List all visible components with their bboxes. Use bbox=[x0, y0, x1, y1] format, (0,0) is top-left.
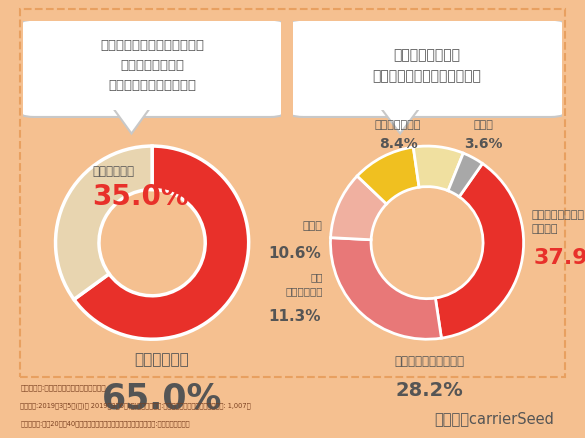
Wedge shape bbox=[56, 147, 152, 300]
Text: 子供が言うことを
聞かない: 子供が言うことを 聞かない bbox=[531, 210, 584, 234]
Text: 寝不足: 寝不足 bbox=[303, 221, 323, 231]
Polygon shape bbox=[113, 110, 150, 134]
Text: 65.0%: 65.0% bbox=[102, 381, 222, 415]
Text: 10.6%: 10.6% bbox=[268, 245, 321, 260]
Wedge shape bbox=[435, 164, 524, 339]
Text: 育児の疲れは精神的なものと
身体的なものでは
どちらが大きいですか？: 育児の疲れは精神的なものと 身体的なものでは どちらが大きいですか？ bbox=[100, 39, 204, 92]
Wedge shape bbox=[357, 148, 419, 205]
Wedge shape bbox=[74, 147, 249, 339]
Wedge shape bbox=[331, 238, 442, 339]
Text: ・調査対象:全国20代～40代の女性　　　　　　　　・モニター提供先:ゼネラルリサーチ: ・調査対象:全国20代～40代の女性 ・モニター提供先:ゼネラルリサーチ bbox=[20, 419, 190, 426]
Text: ・調査日:2019年3月5日(火)～ 2019年3月6日(水)　・調査方法:インターネット調査　・調査人数: 1,007人: ・調査日:2019年3月5日(火)～ 2019年3月6日(水) ・調査方法:イン… bbox=[20, 401, 251, 408]
Text: 精神的な疲れ: 精神的な疲れ bbox=[135, 351, 189, 366]
Wedge shape bbox=[413, 147, 463, 191]
FancyBboxPatch shape bbox=[18, 21, 286, 118]
Text: どのようなことに
ストレスを感じていますか？: どのようなことに ストレスを感じていますか？ bbox=[373, 48, 481, 84]
Text: 身体的な疲れ: 身体的な疲れ bbox=[92, 164, 134, 177]
FancyBboxPatch shape bbox=[303, 99, 551, 110]
Wedge shape bbox=[448, 154, 483, 197]
FancyBboxPatch shape bbox=[34, 99, 270, 110]
Polygon shape bbox=[381, 110, 419, 134]
Text: 28.2%: 28.2% bbox=[395, 380, 463, 399]
Text: 3.6%: 3.6% bbox=[464, 137, 503, 151]
Text: 夫が
協力的でない: 夫が 協力的でない bbox=[285, 272, 323, 295]
Text: 8.4%: 8.4% bbox=[378, 137, 418, 151]
Text: 自分の時間が持てない: 自分の時間が持てない bbox=[394, 354, 464, 367]
FancyBboxPatch shape bbox=[287, 21, 567, 118]
Text: 11.3%: 11.3% bbox=[269, 308, 321, 323]
Text: その他: その他 bbox=[473, 120, 493, 129]
Text: 《調査概要:ママの疲れに関する意識調査》: 《調査概要:ママの疲れに関する意識調査》 bbox=[20, 384, 106, 390]
Wedge shape bbox=[331, 177, 387, 240]
Text: 35.0%: 35.0% bbox=[92, 183, 189, 211]
Text: 子育てへの不安: 子育てへの不安 bbox=[375, 120, 421, 129]
Text: 37.9%: 37.9% bbox=[534, 247, 585, 268]
Text: 株式会社carrierSeed: 株式会社carrierSeed bbox=[434, 410, 553, 425]
